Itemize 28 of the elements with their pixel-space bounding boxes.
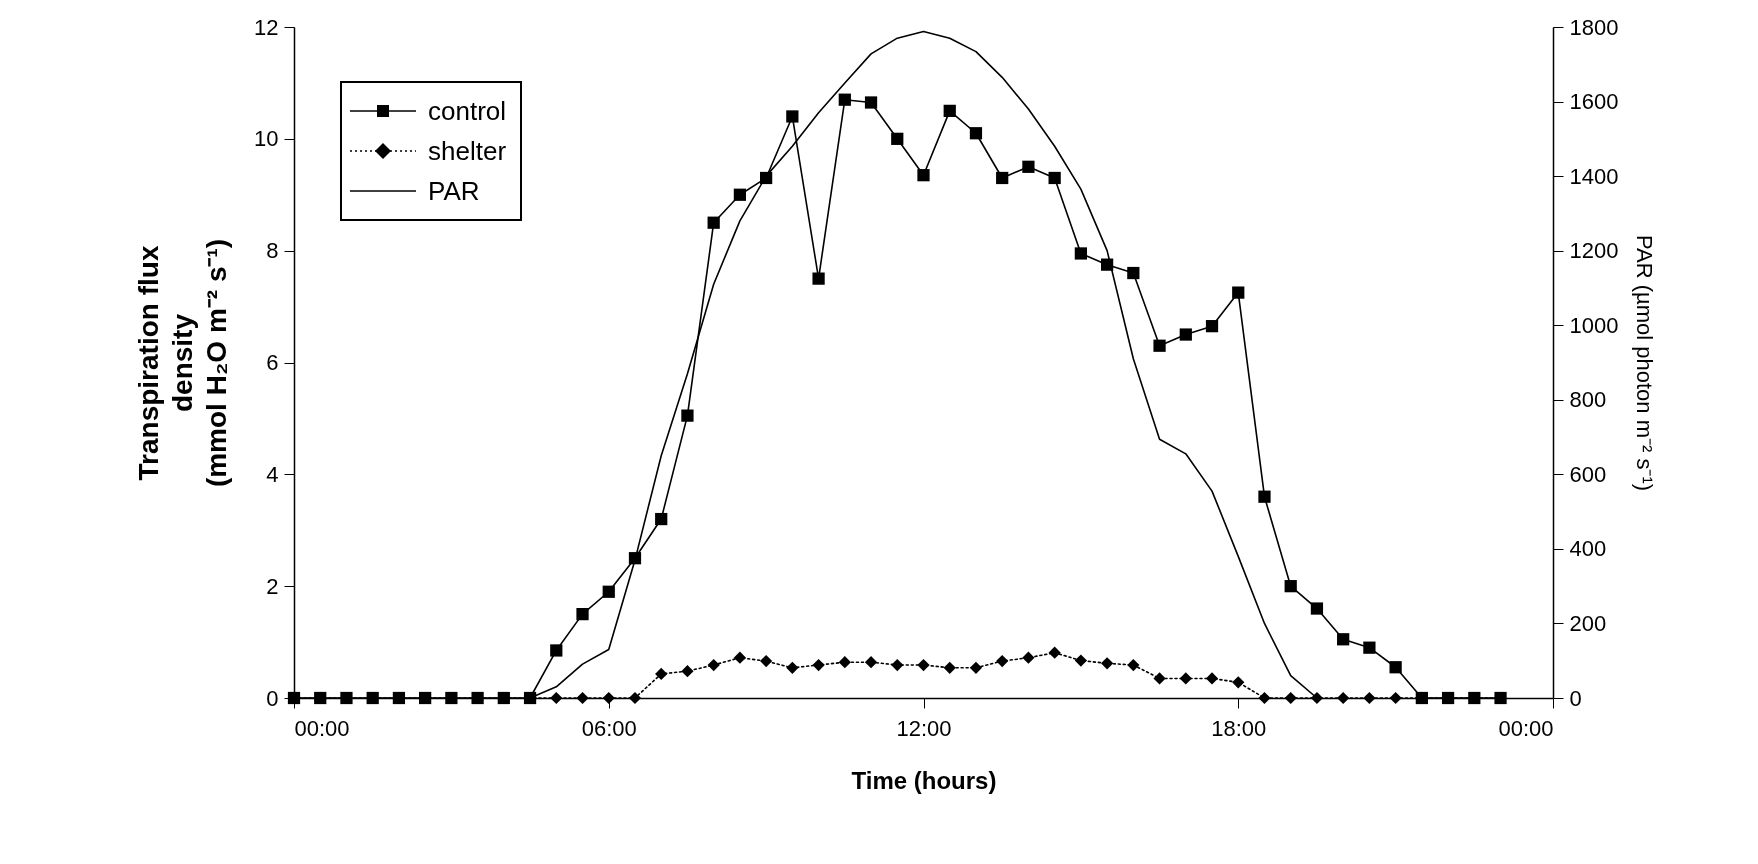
x-tick-label: 06:00: [581, 715, 637, 741]
y2-tick-label: 1200: [1569, 238, 1619, 264]
y2-tick-label: 1000: [1569, 312, 1619, 338]
y2-tick-label: 200: [1569, 610, 1607, 636]
y2-tick-label: 1400: [1569, 163, 1619, 189]
legend-label: PAR: [428, 175, 480, 207]
x-axis-title: Time (hours): [851, 766, 997, 794]
y-tick-label: 2: [266, 573, 279, 599]
y-tick-label: 12: [254, 14, 279, 40]
x-tick-label: 18:00: [1211, 715, 1267, 741]
y2-axis-title: PAR (µmol photon m⁻² s⁻¹): [1632, 234, 1658, 492]
y2-tick-label: 1800: [1569, 14, 1619, 40]
x-tick-label: 12:00: [896, 715, 952, 741]
y-tick-label: 4: [266, 461, 279, 487]
y-tick-label: 8: [266, 238, 279, 264]
y-tick-label: 0: [266, 685, 279, 711]
x-tick-label: 00:00: [294, 715, 350, 741]
y2-tick-label: 600: [1569, 461, 1607, 487]
y2-tick-label: 800: [1569, 387, 1607, 413]
legend-label: control: [428, 95, 507, 127]
x-tick-label: 00:00: [1498, 715, 1554, 741]
legend-label: shelter: [428, 135, 507, 167]
y-tick-label: 6: [266, 350, 279, 375]
y2-tick-label: 400: [1569, 536, 1607, 562]
y2-tick-label: 1600: [1569, 89, 1619, 115]
y-axis-title: Transpiration flux density (mmol H₂O m⁻² s⁻¹): [133, 238, 233, 488]
y-tick-label: 10: [254, 126, 279, 152]
y2-tick-label: 0: [1569, 685, 1582, 711]
